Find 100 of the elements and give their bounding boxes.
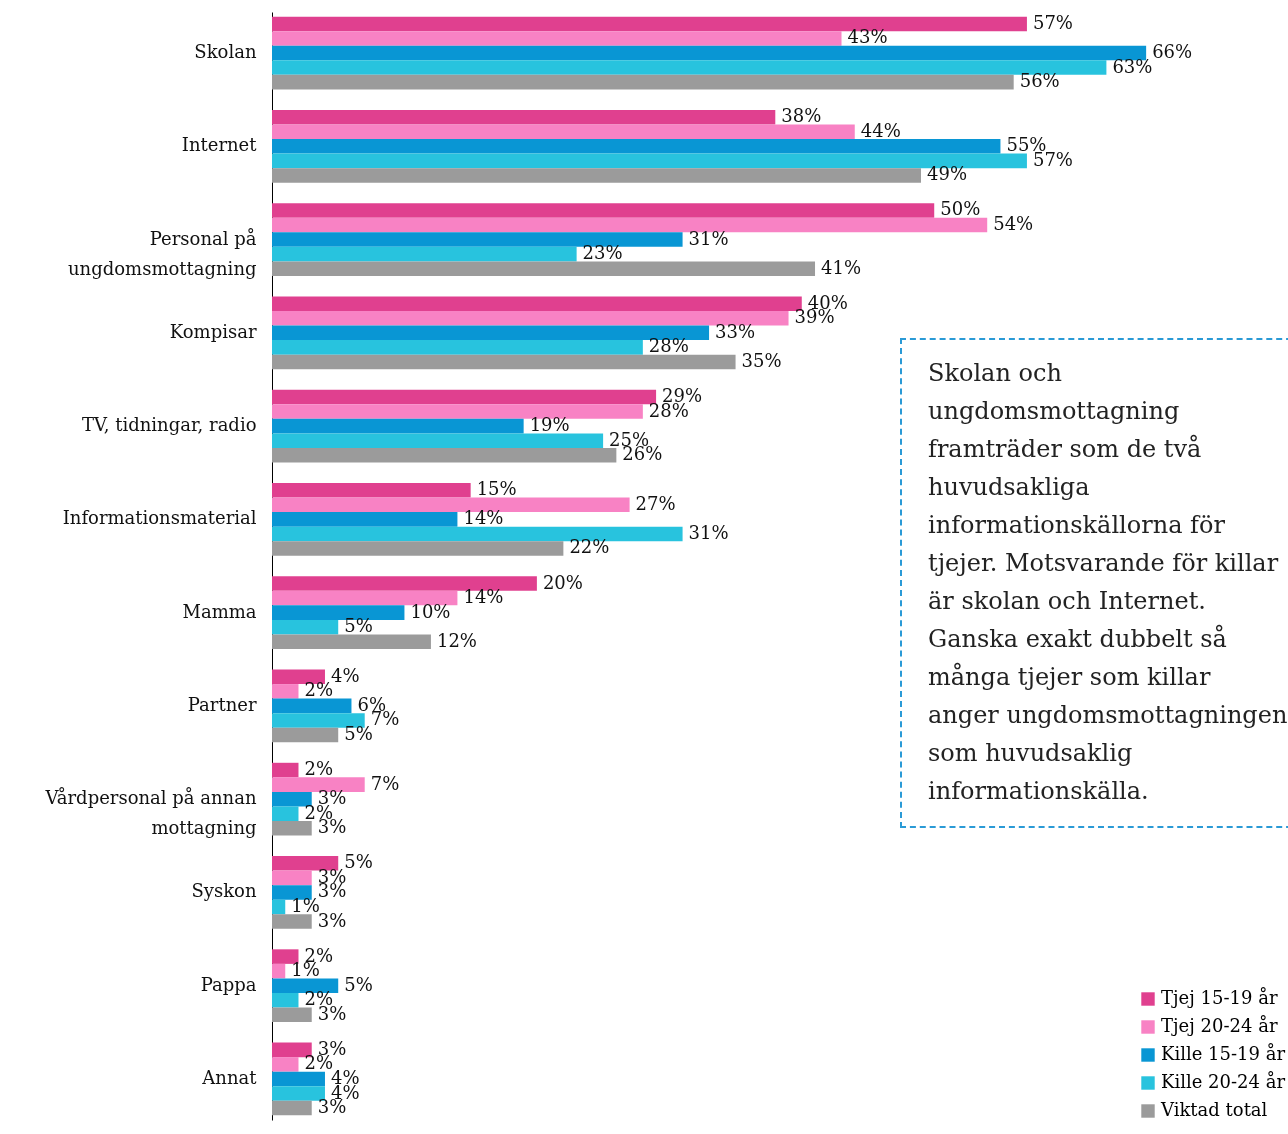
data-label: 38% <box>781 105 822 127</box>
bar <box>272 978 339 993</box>
bar <box>272 1100 312 1116</box>
bar <box>272 698 352 714</box>
bar <box>272 447 617 463</box>
bar <box>272 777 365 792</box>
data-label: 22% <box>569 536 610 558</box>
data-label: 27% <box>635 492 676 514</box>
data-label: 23% <box>582 242 623 264</box>
y-tick-label: Kompisar <box>169 320 257 342</box>
legend-label: Tjej 15-19 år <box>1161 987 1278 1008</box>
data-label: 15% <box>476 478 517 500</box>
y-tick-label: Internet <box>181 134 258 156</box>
data-label: 5% <box>344 851 373 873</box>
bar <box>272 634 431 650</box>
bar <box>272 963 286 979</box>
data-label: 14% <box>463 586 504 608</box>
bar <box>272 168 921 183</box>
data-label: 43% <box>847 26 888 48</box>
bar <box>272 899 286 915</box>
bar <box>272 806 299 821</box>
bar <box>272 217 988 233</box>
data-label: 31% <box>688 227 729 249</box>
data-label: 63% <box>1112 55 1153 77</box>
data-label: 44% <box>860 119 901 141</box>
bar <box>272 45 1147 61</box>
bar <box>272 311 789 326</box>
bar <box>272 590 458 606</box>
bar <box>272 1071 325 1087</box>
bar <box>272 418 524 434</box>
data-label: 12% <box>436 629 477 651</box>
y-tick-label: Pappa <box>200 973 257 995</box>
data-label: 10% <box>410 600 451 622</box>
data-label: 57% <box>1032 11 1073 33</box>
bar <box>272 203 935 218</box>
bar <box>272 340 643 355</box>
bar <box>272 727 339 743</box>
bar <box>272 605 405 620</box>
bar <box>272 389 657 405</box>
data-label: 33% <box>715 320 756 342</box>
data-label: 14% <box>463 507 504 529</box>
data-label: 2% <box>304 758 334 780</box>
data-label: 50% <box>940 198 981 220</box>
bar <box>272 541 564 556</box>
bar <box>272 1057 299 1072</box>
note-box: Skolan och ungdomsmottagning framträder som de två huvudsakliga informationskällorna för tjejer. Motsvarande för killar är skolan och Internet. Ganska exakt dubbelt så många tjejer som killar anger ungdomsmottagningen som huvudsaklig informationskälla. <box>900 338 1288 828</box>
data-label: 54% <box>993 213 1034 235</box>
bar <box>272 713 365 728</box>
data-label: 31% <box>688 521 729 543</box>
legend-label: Kille 15-19 år <box>1161 1043 1286 1064</box>
bar <box>272 261 816 276</box>
bar <box>272 914 312 929</box>
y-tick-label: Partner <box>187 693 257 715</box>
y-tick-label: Personal på ungdomsmottagning <box>68 227 257 279</box>
bar <box>272 60 1107 75</box>
bar <box>272 354 736 370</box>
bar <box>272 619 339 635</box>
y-tick-label: TV, tidningar, radio <box>81 414 257 436</box>
data-label: 7% <box>370 772 400 794</box>
bar <box>272 31 842 46</box>
bar <box>272 870 312 886</box>
data-label: 20% <box>542 571 583 593</box>
data-label: 5% <box>344 973 373 995</box>
bar <box>272 246 577 262</box>
bar <box>272 856 339 871</box>
legend-label: Tjej 20-24 år <box>1161 1015 1278 1036</box>
bar <box>272 762 299 778</box>
bar <box>272 885 312 900</box>
data-label: 1% <box>291 894 320 916</box>
bar <box>272 404 643 419</box>
data-label: 5% <box>344 723 373 744</box>
data-label: 66% <box>1152 41 1193 63</box>
data-label: 35% <box>741 349 782 371</box>
bar <box>272 1007 312 1023</box>
y-tick-label: Informationsmaterial <box>62 507 257 529</box>
data-label: 28% <box>648 335 689 357</box>
bar <box>272 109 776 125</box>
data-label: 56% <box>1019 70 1060 92</box>
data-label: 41% <box>821 256 862 278</box>
data-label: 49% <box>926 163 967 185</box>
bar <box>272 482 471 498</box>
y-tick-label: Mamma <box>182 600 257 622</box>
bar <box>272 124 855 140</box>
y-tick-label: Syskon <box>191 880 257 902</box>
bar <box>272 139 1001 154</box>
bar <box>272 791 312 807</box>
bar <box>272 433 604 448</box>
bar <box>272 74 1014 90</box>
bar <box>272 576 537 591</box>
bar <box>272 512 458 527</box>
bar <box>272 684 299 699</box>
data-label: 19% <box>529 414 570 436</box>
bar <box>272 992 299 1008</box>
y-tick-label: Skolan <box>194 41 257 63</box>
bar <box>272 232 683 247</box>
bar <box>272 820 312 836</box>
data-label: 5% <box>344 615 373 637</box>
y-tick-label: Vårdpersonal på annan mottagning <box>44 787 257 839</box>
legend-label: Viktad total <box>1160 1099 1268 1120</box>
y-tick-label: Annat <box>201 1066 258 1088</box>
